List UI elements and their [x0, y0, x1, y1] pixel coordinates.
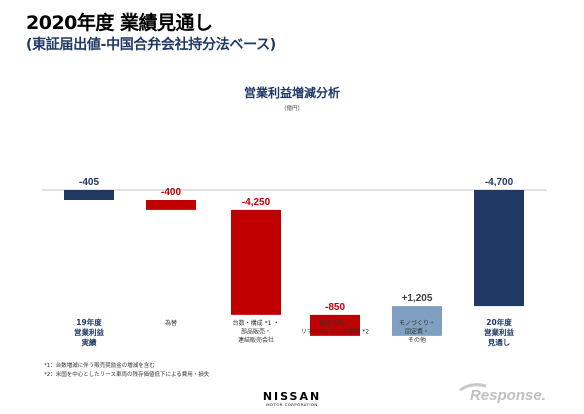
bar-2	[231, 209, 281, 315]
category-label-1-0: 為替	[165, 319, 177, 327]
category-label-2-0: 台数・構成 *1 ・	[233, 319, 280, 327]
svg-text:Response.: Response.	[470, 387, 546, 404]
logo-brand: NISSAN	[262, 390, 322, 403]
value-label-0: -405	[79, 177, 99, 188]
bar-0	[64, 190, 114, 201]
category-label-0-2: 実績	[82, 337, 97, 347]
category-label-5-2: 見通し	[487, 337, 511, 347]
category-label-0-0: 19年度	[76, 317, 102, 327]
page-subtitle: (東証届出値-中国合弁会社持分法ベース)	[26, 37, 276, 53]
bar-4	[392, 306, 442, 336]
category-label-5-1: 営業利益	[484, 327, 514, 337]
footnote-2: *2：米国を中心としたリース車両の残存価値低下による費用・損失	[44, 372, 210, 378]
footnote-1: *1：台数増減に伴う販売奨励金の増減を含む	[44, 363, 155, 369]
category-label-4-0: モノづくり・	[399, 319, 435, 327]
category-label-2-1: 部品販売・	[241, 328, 271, 336]
bar-1	[146, 200, 196, 210]
response-watermark: Response.	[459, 383, 546, 404]
category-label-3-1: リマーケティング費用 *2	[301, 328, 369, 336]
value-label-5: -4,700	[485, 177, 514, 188]
bar-5	[474, 190, 524, 307]
value-label-4: +1,205	[402, 293, 433, 304]
nissan-logo: NISSAN MOTOR CORPORATION	[0, 390, 584, 407]
logo-tagline: MOTOR CORPORATION	[266, 402, 318, 407]
category-label-4-1: 固定費・	[405, 328, 429, 336]
value-label-1: -400	[161, 187, 181, 198]
category-label-4-2: その他	[408, 336, 426, 344]
category-label-5-0: 20年度	[486, 317, 512, 327]
footnotes: *1：台数増減に伴う販売奨励金の増減を含む *2：米国を中心としたリース車両の残…	[44, 362, 209, 380]
page-title: 2020年度 業績見通し	[26, 12, 213, 34]
category-label-3-0: 販売金融・	[320, 319, 350, 327]
category-label-2-2: 連結販売会社	[238, 336, 274, 344]
value-label-3: -850	[325, 302, 345, 313]
value-label-2: -4,250	[242, 197, 271, 208]
unit-label: （億円）	[280, 106, 303, 112]
bar-3	[310, 314, 360, 336]
category-label-0-1: 営業利益	[74, 327, 104, 337]
chart-title: 営業利益増減分析	[243, 86, 340, 100]
